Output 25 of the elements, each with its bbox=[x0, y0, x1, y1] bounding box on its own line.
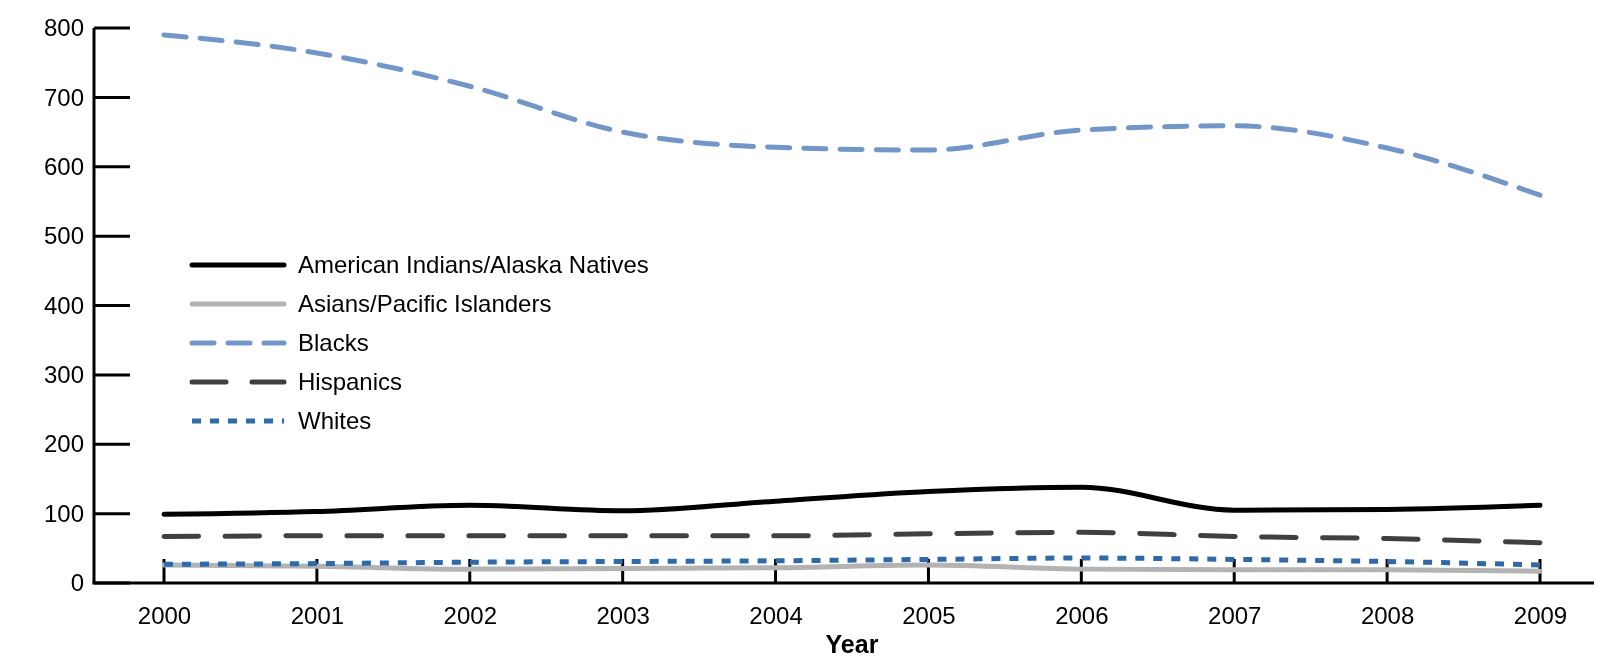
y-tick-label: 200 bbox=[43, 430, 84, 458]
x-tick-label: 2004 bbox=[749, 602, 803, 630]
x-tick-label: 2006 bbox=[1055, 602, 1109, 630]
x-tick-label: 2009 bbox=[1513, 602, 1568, 630]
legend-label: Whites bbox=[298, 407, 372, 435]
x-tick-label: 2001 bbox=[290, 602, 345, 630]
x-tick-label: 2000 bbox=[137, 602, 192, 630]
x-tick-label: 2003 bbox=[596, 602, 650, 630]
y-tick-label: 300 bbox=[43, 361, 84, 389]
y-tick-label: 0 bbox=[70, 569, 84, 597]
y-tick-label: 100 bbox=[43, 499, 84, 527]
x-tick-label: 2008 bbox=[1360, 602, 1415, 630]
x-tick-label: 2005 bbox=[902, 602, 956, 630]
x-tick-label: 2007 bbox=[1208, 602, 1262, 630]
y-tick-label: 400 bbox=[43, 291, 84, 319]
x-tick-label: 2002 bbox=[443, 602, 497, 630]
x-axis-title: Year bbox=[825, 630, 879, 658]
y-tick-label: 500 bbox=[43, 222, 84, 250]
legend-label: Asians/Pacific Islanders bbox=[298, 290, 552, 318]
y-tick-label: 700 bbox=[43, 83, 84, 111]
y-tick-label: 600 bbox=[43, 152, 84, 180]
legend-label: Blacks bbox=[298, 329, 369, 357]
legend-label: American Indians/Alaska Natives bbox=[298, 251, 649, 279]
y-tick-label: 800 bbox=[43, 14, 84, 42]
legend-label: Hispanics bbox=[298, 368, 403, 396]
